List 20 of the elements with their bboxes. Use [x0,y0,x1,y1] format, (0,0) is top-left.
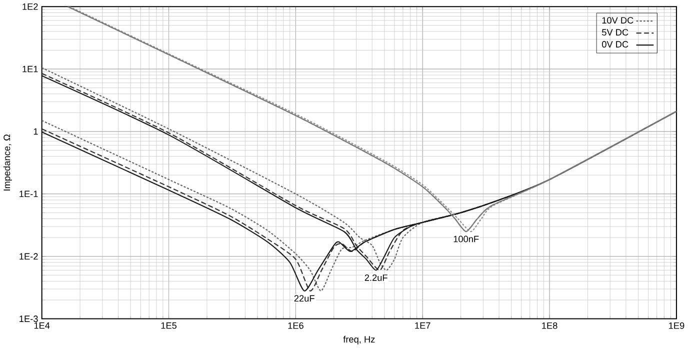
y-tick-label: 1E-2 [20,253,38,260]
x-tick-label: 1E7 [415,322,430,329]
annotation: 22uF [294,295,314,302]
y-tick-label: 1 [34,128,38,135]
x-tick-label: 1E4 [34,322,50,329]
y-tick-label: 1E2 [22,4,38,10]
legend-label: 10V DC [602,17,634,24]
x-tick-label: 1E8 [542,322,558,329]
y-axis-title: Impedance, Ω [3,134,12,191]
annotation: 2.2uF [364,274,388,282]
x-tick-label: 1E6 [288,322,304,329]
legend-label: 5V DC [602,29,628,36]
legend-label: 0V DC [602,41,628,48]
x-axis-title: freq, Hz [343,336,375,344]
annotation: 100nF [454,236,479,242]
y-tick-label: 1E-3 [20,316,38,322]
y-tick-label: 1E1 [22,66,38,72]
x-tick-label: 1E5 [161,322,177,329]
x-tick-label: 1E9 [669,322,684,329]
y-tick-label: 1E-1 [20,190,38,198]
